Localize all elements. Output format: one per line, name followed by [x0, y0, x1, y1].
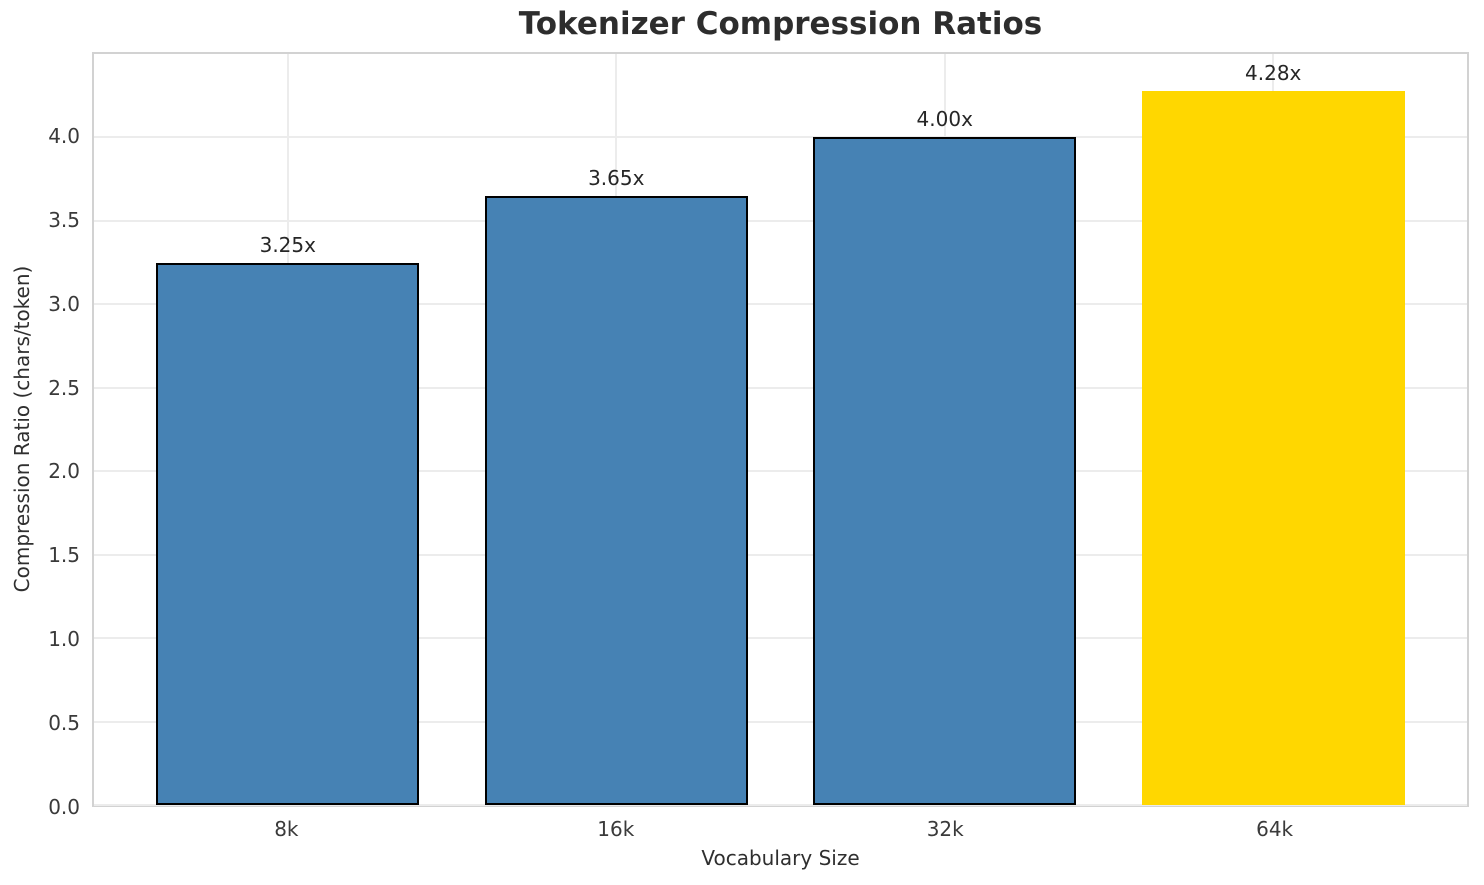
bar-value-label: 4.00x	[916, 107, 973, 132]
x-tick-label: 32k	[926, 817, 964, 841]
y-tick-label: 0.5	[48, 711, 80, 736]
gridline-horizontal	[94, 470, 1467, 473]
x-tick-label: 64k	[1256, 817, 1294, 841]
gridline-horizontal	[94, 136, 1467, 139]
bar-value-label: 4.28x	[1245, 60, 1302, 85]
y-tick-label: 3.0	[48, 291, 80, 316]
plot-area: 3.25x 3.65x 4.00x 4.28x	[92, 52, 1469, 807]
gridline-horizontal	[94, 720, 1467, 723]
gridline-horizontal	[94, 804, 1467, 806]
gridline-horizontal	[94, 303, 1467, 306]
gridline-horizontal	[94, 219, 1467, 222]
x-axis-label: Vocabulary Size	[701, 846, 860, 870]
y-tick-label: 1.0	[48, 627, 80, 652]
x-tick-label: 8k	[274, 817, 299, 841]
y-tick-label: 0.0	[48, 795, 80, 819]
y-tick-label: 1.5	[48, 543, 80, 568]
bar-8k	[156, 262, 420, 805]
bar-value-label: 3.25x	[259, 232, 316, 257]
gridline-horizontal	[94, 553, 1467, 556]
bar-64k	[1141, 90, 1405, 805]
bar-32k	[813, 137, 1077, 805]
chart-title: Tokenizer Compression Ratios	[518, 6, 1043, 42]
bar-16k	[484, 195, 748, 805]
gridline-horizontal	[94, 637, 1467, 640]
y-tick-label: 2.0	[48, 459, 80, 484]
y-tick-label: 3.5	[48, 207, 80, 232]
y-tick-label: 4.0	[48, 123, 80, 148]
x-tick-label: 16k	[597, 817, 635, 841]
bar-value-label: 3.65x	[588, 165, 645, 190]
y-tick-label: 2.5	[48, 375, 80, 400]
gridline-horizontal	[94, 386, 1467, 389]
